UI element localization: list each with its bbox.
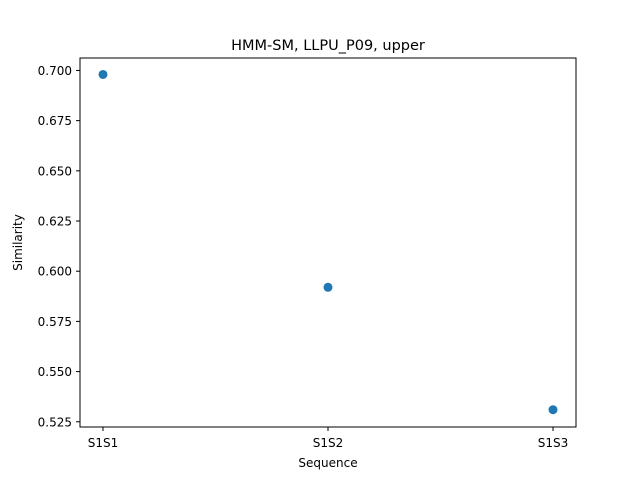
y-tick-label: 0.575 xyxy=(38,315,72,329)
x-axis-label: Sequence xyxy=(298,456,357,470)
x-tick-label: S1S2 xyxy=(313,436,344,450)
y-tick-label: 0.650 xyxy=(38,164,72,178)
data-point-s1s3 xyxy=(548,405,558,415)
axes-frame xyxy=(79,57,577,428)
x-axis-ticks: S1S1 S1S2 S1S3 xyxy=(88,427,569,450)
y-tick-label: 0.675 xyxy=(38,114,72,128)
y-tick-label: 0.700 xyxy=(38,64,72,78)
chart-title: HMM-SM, LLPU_P09, upper xyxy=(231,38,425,54)
y-axis-ticks: 0.525 0.550 0.575 0.600 0.625 0.650 0.675 0.700 xyxy=(38,64,80,429)
data-points xyxy=(98,69,558,415)
x-tick-label: S1S3 xyxy=(538,436,569,450)
y-tick-label: 0.600 xyxy=(38,265,72,279)
y-axis-label: Similarity xyxy=(11,214,25,271)
y-tick-label: 0.625 xyxy=(38,215,72,229)
y-tick-label: 0.550 xyxy=(38,365,72,379)
data-point-s1s2 xyxy=(323,282,333,292)
data-point-s1s1 xyxy=(98,69,108,79)
y-tick-label: 0.525 xyxy=(38,415,72,429)
x-tick-label: S1S1 xyxy=(88,436,119,450)
